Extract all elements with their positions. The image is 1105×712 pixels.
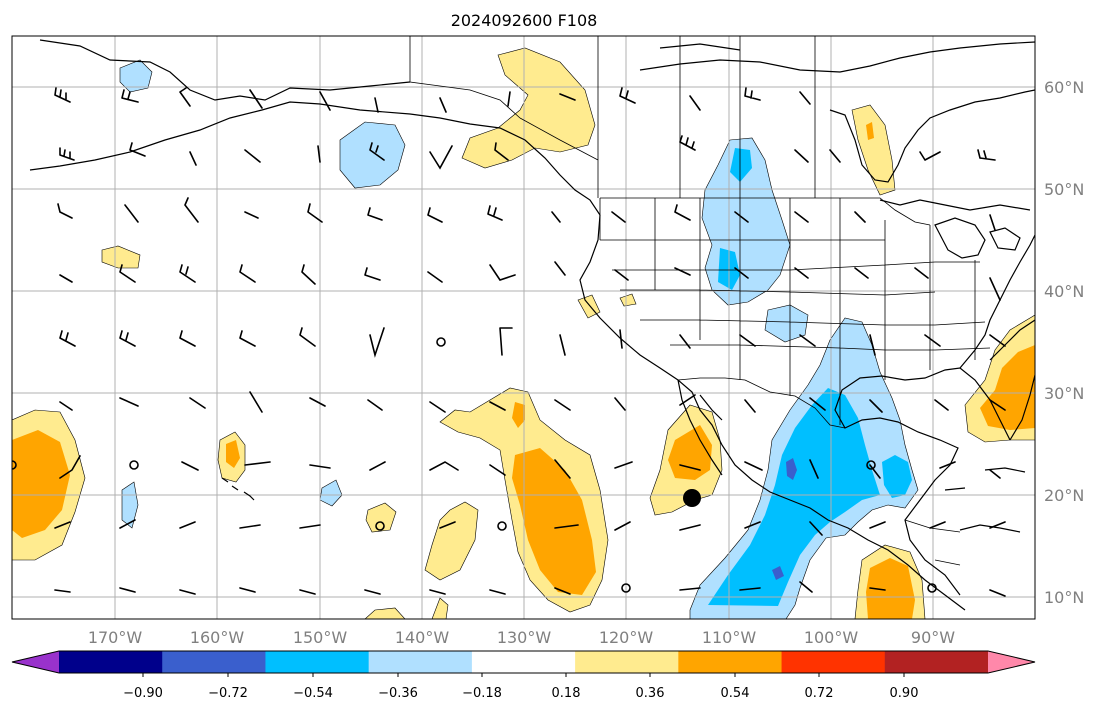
- pos-field-east-pacific-south-mid: [866, 558, 915, 619]
- colorbar-extend-low: [12, 651, 59, 673]
- colorbar-swatch: [884, 651, 989, 673]
- lat-label-60n: 60°N: [1044, 78, 1084, 97]
- lon-label-110w: 110°W: [702, 628, 757, 647]
- colorbar-label: 0.54: [721, 686, 750, 701]
- lon-label-90w: 90°W: [911, 628, 955, 647]
- pos-field-hawaii-n-mid: [226, 440, 240, 468]
- colorbar-labels: −0.90 −0.72 −0.54 −0.36 −0.18 0.18 0.36 …: [123, 686, 918, 701]
- neg-field-rockies-mid: [730, 148, 752, 182]
- lon-label-160w: 160°W: [190, 628, 245, 647]
- lat-label-40n: 40°N: [1044, 282, 1084, 301]
- coastlines: [29, 39, 1035, 611]
- colorbar-label: −0.54: [293, 686, 333, 701]
- colorbar-label: −0.36: [378, 686, 418, 701]
- colorbar-label: −0.90: [123, 686, 163, 701]
- map-title: 2024092600 F108: [451, 11, 598, 30]
- lon-labels: 170°W 160°W 150°W 140°W 130°W 120°W 110°…: [88, 628, 955, 647]
- colorbar-swatch: [162, 651, 266, 673]
- colorbar-swatch: [471, 651, 576, 673]
- colorbar-label: 0.72: [805, 686, 834, 701]
- lat-label-20n: 20°N: [1044, 486, 1084, 505]
- gridlines: [12, 36, 1035, 619]
- border-us-canada: [600, 197, 931, 226]
- lon-label-120w: 120°W: [599, 628, 654, 647]
- lon-label-140w: 140°W: [395, 628, 450, 647]
- colorbar-swatch: [368, 651, 473, 673]
- coast-greatlakes: [934, 217, 1021, 259]
- pos-field-small-a: [101, 245, 141, 269]
- pos-field-bottom-left: [364, 607, 406, 619]
- lon-label-150w: 150°W: [293, 628, 348, 647]
- pos-field-alaska-panhandle: [461, 47, 596, 169]
- coast-west-coast: [579, 214, 966, 611]
- neg-field-strong-b: [772, 566, 784, 580]
- pos-field-west-pacific-small: [424, 501, 479, 581]
- lat-label-50n: 50°N: [1044, 180, 1084, 199]
- colorbar-swatches: [11, 650, 1036, 674]
- neg-field-bering: [119, 59, 153, 93]
- lat-label-30n: 30°N: [1044, 384, 1084, 403]
- coast-caribbean: [944, 467, 1026, 533]
- pos-field-small-b: [365, 502, 397, 533]
- neg-field-gulf-east: [882, 455, 912, 498]
- coast-baja: [677, 379, 723, 476]
- border-alaska-canada: [409, 36, 521, 119]
- border-us-states: [599, 198, 991, 425]
- lon-label-130w: 130°W: [497, 628, 552, 647]
- colorbar: −0.90 −0.72 −0.54 −0.36 −0.18 0.18 0.36 …: [11, 650, 1036, 701]
- border-canada-provinces: [519, 36, 816, 198]
- pos-field-hudson: [851, 104, 896, 196]
- coast-hudson: [829, 89, 1035, 211]
- colorbar-ticks: [142, 673, 905, 677]
- neg-field-mexico-mid: [708, 388, 880, 606]
- lat-labels: 60°N 50°N 40°N 30°N 20°N 10°N: [1044, 78, 1084, 607]
- neg-field-hawaii-a: [121, 481, 139, 529]
- colorbar-label: −0.72: [208, 686, 248, 701]
- colorbar-label: 0.18: [552, 686, 581, 701]
- pos-field-pacific-west-mid: [12, 430, 70, 538]
- lon-label-100w: 100°W: [804, 628, 859, 647]
- colorbar-swatch: [265, 651, 370, 673]
- colorbar-label: 0.36: [636, 686, 665, 701]
- lat-label-10n: 10°N: [1044, 588, 1084, 607]
- colorbar-swatch: [59, 651, 163, 673]
- colorbar-label: −0.18: [462, 686, 502, 701]
- coast-hawaii: [221, 477, 255, 501]
- colorbar-swatch: [678, 651, 783, 673]
- coast-arctic: [639, 41, 1035, 73]
- coast-alaska: [29, 39, 601, 216]
- colorbar-swatch: [575, 651, 679, 673]
- calm-markers: [12, 337, 937, 593]
- pos-field-central-pacific-core: [512, 448, 596, 595]
- pos-field-hudson-mid: [866, 122, 874, 140]
- colorbar-label: 0.90: [890, 686, 919, 701]
- pos-field-baja-mid: [668, 425, 712, 480]
- colorbar-extend-high: [988, 651, 1035, 673]
- lon-label-170w: 170°W: [88, 628, 143, 647]
- coast-gulf: [834, 367, 1011, 596]
- colorbar-outline: [11, 650, 1036, 674]
- neg-field-strong-a: [786, 458, 797, 480]
- pos-field-bottom-mid: [431, 597, 449, 619]
- neg-field-gulf-alaska: [339, 121, 406, 189]
- map-frame: [11, 35, 1036, 620]
- location-marker: [683, 489, 701, 507]
- pos-field-nevada-small: [619, 293, 637, 307]
- border-us-mexico: [677, 377, 846, 429]
- pos-field-central-pacific-mid: [512, 402, 525, 428]
- colorbar-swatch: [781, 651, 886, 673]
- map-content: [12, 36, 1035, 619]
- wind-barbs: [54, 87, 1006, 597]
